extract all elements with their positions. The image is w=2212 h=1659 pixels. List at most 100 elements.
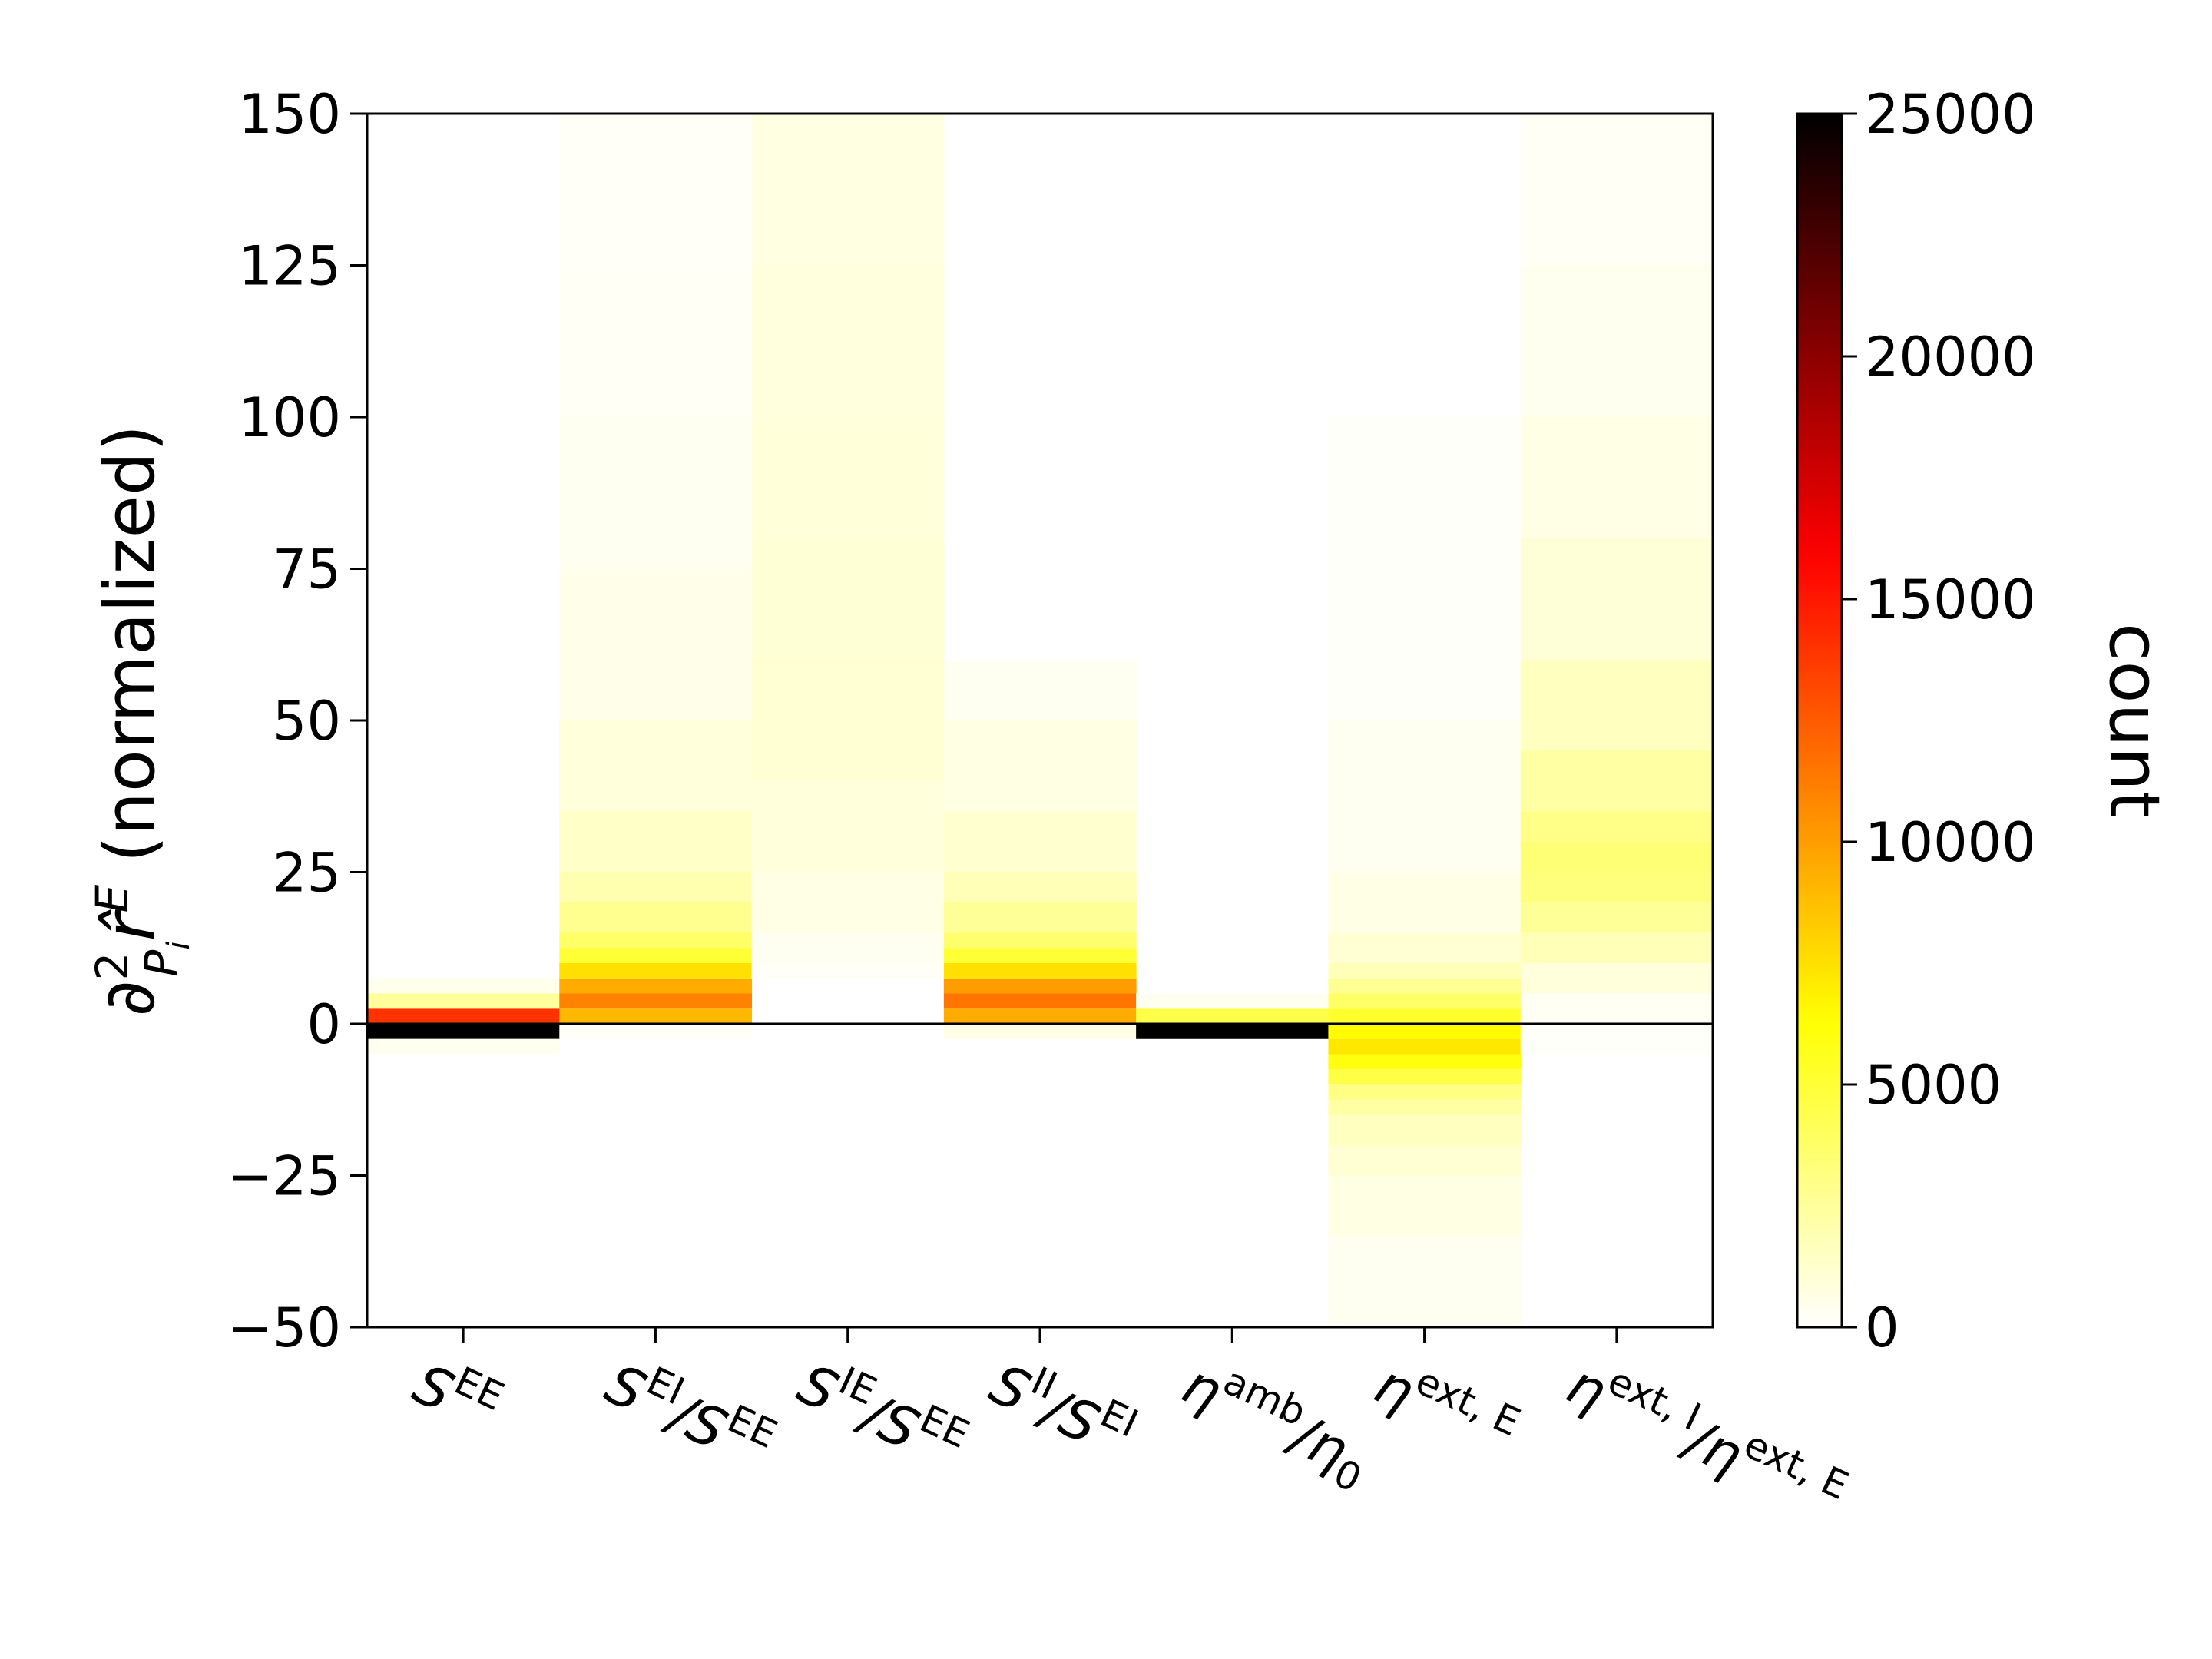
- heatmap-cell: [751, 538, 945, 660]
- x-category-label-part: amb: [1217, 1359, 1313, 1435]
- heatmap-cell: [1520, 872, 1714, 902]
- colorbar-frame: [1796, 112, 1843, 1329]
- x-category-label: ηamb/η0: [1169, 1343, 1383, 1501]
- x-category-label-part: ext, E: [1737, 1422, 1856, 1508]
- y-axis-label-part: r̂: [90, 909, 171, 941]
- heatmap-cell: [559, 114, 753, 266]
- heatmap-cell: [1328, 417, 1522, 720]
- y-axis-label-part: ∂: [90, 981, 171, 1017]
- heatmap-cell: [1520, 660, 1714, 751]
- x-category-label-part: ext, I: [1601, 1359, 1707, 1440]
- colorbar: 25000 20000 15000 10000 5000 0 count: [1796, 83, 2174, 1359]
- heatmap-cell: [559, 568, 753, 720]
- y-tick-label: 0: [306, 993, 341, 1056]
- heatmap-cell: [367, 1008, 560, 1024]
- y-axis: 150 125 100 75 50 25 0 −25 −50: [227, 83, 367, 1359]
- heatmap-cell: [751, 265, 945, 417]
- heatmap-cell: [367, 978, 560, 994]
- heatmap-cell: [1520, 750, 1714, 812]
- heatmap-cell: [1136, 1024, 1329, 1039]
- colorbar-tick-label: 10000: [1865, 811, 2036, 874]
- heatmap-cell: [1328, 1236, 1522, 1327]
- heatmap-cell: [1136, 993, 1329, 1009]
- heatmap-cell: [943, 902, 1137, 933]
- colorbar-gradient: [1797, 114, 1842, 1327]
- heatmap-cell: [1328, 1054, 1522, 1070]
- heatmap-cell: [943, 963, 1137, 979]
- heatmap-cell: [1328, 1175, 1522, 1237]
- y-axis-label-part: i: [161, 942, 197, 950]
- heatmap-cells: [367, 114, 1714, 1327]
- heatmap-cell: [559, 902, 753, 933]
- heatmap-cell: [1328, 963, 1522, 979]
- heatmap-cell: [1520, 114, 1714, 266]
- colorbar-tick-label: 20000: [1865, 326, 2036, 389]
- colorbar-label: count: [2094, 623, 2174, 818]
- heatmap-cell: [1520, 842, 1714, 873]
- y-axis-label: ∂2Pir̂E (normalized): [86, 425, 197, 1016]
- y-tick-label: −25: [227, 1145, 341, 1208]
- heatmap-cell: [943, 811, 1137, 873]
- heatmap-cell: [1328, 1024, 1522, 1039]
- heatmap-cell: [1328, 1084, 1522, 1100]
- heatmap-cell: [943, 978, 1137, 994]
- x-category-label-part: ext, E: [1409, 1359, 1527, 1445]
- heatmap-cell: [1328, 720, 1522, 873]
- colorbar-tick-label: 0: [1865, 1296, 1899, 1359]
- heatmap-cell: [1328, 1038, 1522, 1055]
- colorbar-tick-label: 15000: [1865, 568, 2036, 631]
- heatmap-cell: [751, 660, 945, 781]
- heatmap-cell: [559, 978, 753, 994]
- heatmap-cell: [367, 1024, 560, 1039]
- heatmap-cell: [1520, 265, 1714, 417]
- heatmap-cell: [559, 948, 753, 963]
- heatmap-cell: [559, 1024, 753, 1039]
- heatmap-cell: [751, 781, 945, 873]
- heatmap-cell: [1520, 417, 1714, 538]
- x-category-label: SIE/SEE: [789, 1343, 976, 1482]
- heatmap-cell: [1520, 963, 1714, 994]
- heatmap-cell: [1328, 872, 1522, 933]
- heatmap-cell: [1328, 978, 1522, 994]
- heatmap-cell: [559, 963, 753, 979]
- y-tick-label: 25: [273, 842, 341, 905]
- y-tick-label: 125: [238, 235, 341, 298]
- y-axis-label-part: P: [135, 950, 187, 977]
- x-category-label: SEE: [404, 1343, 511, 1445]
- heatmap-cell: [559, 417, 753, 569]
- heatmap-cell: [943, 1008, 1137, 1024]
- y-tick-label: 150: [238, 83, 341, 146]
- heatmap-cell: [1136, 1008, 1329, 1024]
- heatmap-cell: [559, 265, 753, 417]
- y-tick-label: 75: [273, 538, 341, 601]
- heatmap-cell: [1520, 993, 1714, 1024]
- heatmap-cell: [943, 948, 1137, 963]
- heatmap-cell: [751, 963, 945, 979]
- y-axis-label-part: (normalized): [90, 425, 171, 885]
- heatmap-cell: [1328, 1099, 1522, 1115]
- y-tick-label: −50: [227, 1296, 341, 1359]
- heatmap-cell: [943, 1024, 1137, 1039]
- heatmap-cell: [943, 932, 1137, 949]
- heatmap-cell: [751, 417, 945, 538]
- y-axis-label-part: E: [86, 885, 138, 913]
- heatmap-cell: [943, 660, 1137, 720]
- heatmap-cell: [1520, 902, 1714, 933]
- heatmap-cell: [943, 993, 1137, 1009]
- heatmap-cell: [367, 1038, 560, 1055]
- heatmap-cell: [1520, 1024, 1714, 1055]
- heatmap-cell: [943, 720, 1137, 812]
- y-tick-label: 100: [238, 386, 341, 449]
- heatmap-cell: [1328, 1069, 1522, 1084]
- colorbar-ticks: 25000 20000 15000 10000 5000 0: [1842, 83, 2036, 1359]
- heatmap-cell: [559, 993, 753, 1009]
- heatmap-cell: [1328, 993, 1522, 1009]
- heatmap-cell: [559, 872, 753, 902]
- heatmap-cell: [943, 872, 1137, 902]
- colorbar-tick-label: 25000: [1865, 83, 2036, 146]
- x-category-label: ηext, I/ηext, E: [1558, 1343, 1856, 1534]
- heatmap-cell: [1328, 1114, 1522, 1145]
- colorbar-tick-label: 5000: [1865, 1054, 2002, 1117]
- heatmap-cell: [751, 114, 945, 266]
